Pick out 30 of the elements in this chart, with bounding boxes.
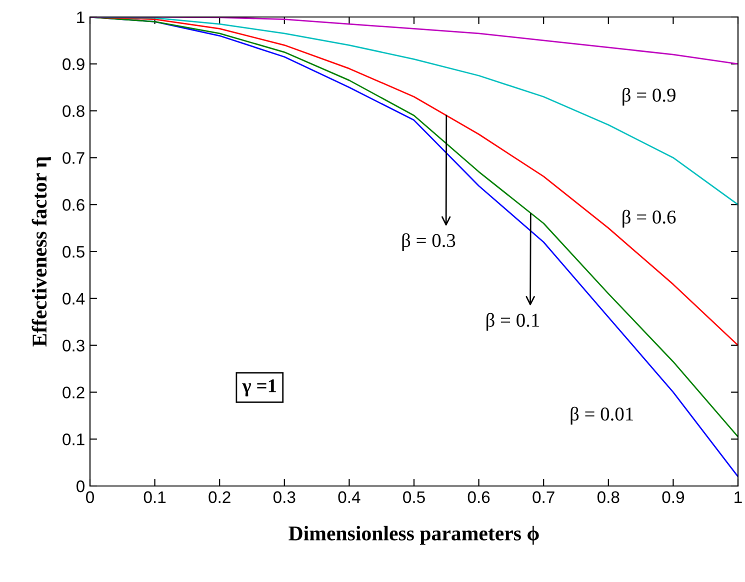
y-tick-label: 0.1 bbox=[62, 434, 84, 446]
annotation: β = 0.9 bbox=[622, 88, 676, 106]
x-tick-label: 1 bbox=[734, 491, 742, 503]
annotation: β = 0.6 bbox=[622, 210, 676, 228]
y-tick-label: 0 bbox=[76, 480, 84, 492]
y-axis-title: Effectiveness factor η bbox=[32, 157, 51, 347]
x-tick-label: 0.5 bbox=[403, 491, 425, 504]
x-tick-label: 0 bbox=[86, 491, 94, 504]
x-tick-label: 0.1 bbox=[144, 491, 166, 504]
y-tick-label: 0.8 bbox=[62, 105, 84, 118]
annotation: β = 0.3 bbox=[402, 233, 456, 252]
x-tick-label: 0.3 bbox=[273, 491, 296, 504]
x-axis-title: Dimensionless parameters ϕ bbox=[288, 526, 539, 545]
x-tick-label: 0.2 bbox=[208, 491, 230, 504]
y-tick-label: 0.2 bbox=[62, 386, 84, 398]
x-tick-label: 0.6 bbox=[468, 491, 490, 504]
x-tick-label: 0.7 bbox=[532, 491, 554, 504]
y-tick-label: 1 bbox=[77, 12, 84, 24]
annotation: γ =1 bbox=[242, 379, 276, 396]
y-tick-label: 0.3 bbox=[62, 340, 84, 352]
x-tick-label: 0.8 bbox=[597, 491, 620, 504]
y-tick-label: 0.4 bbox=[62, 292, 85, 305]
y-tick-label: 0.7 bbox=[62, 152, 84, 164]
y-tick-label: 0.9 bbox=[62, 58, 84, 70]
y-tick-label: 0.6 bbox=[62, 199, 84, 211]
x-tick-label: 0.4 bbox=[338, 491, 360, 504]
annotation: β = 0.1 bbox=[486, 312, 539, 331]
x-tick-label: 0.9 bbox=[662, 491, 684, 504]
annotation: β = 0.01 bbox=[570, 406, 633, 425]
y-tick-label: 0.5 bbox=[62, 246, 84, 258]
